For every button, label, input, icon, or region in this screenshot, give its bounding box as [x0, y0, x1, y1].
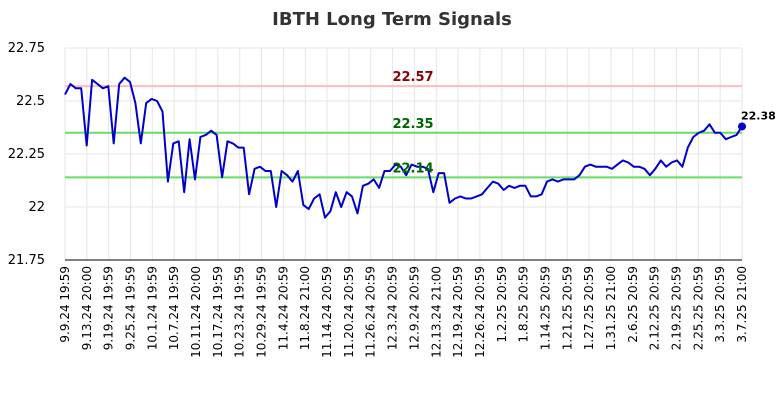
x-tick-label: 12.26.24 20:59: [473, 266, 487, 358]
x-tick-label: 11.20.24 20:59: [342, 266, 356, 358]
y-tick-label: 21.75: [8, 253, 45, 268]
x-tick-label: 10.23.24 19:59: [233, 266, 247, 358]
y-tick-label: 22.25: [8, 147, 45, 162]
signal-label: 22.35: [392, 117, 433, 132]
chart-title: IBTH Long Term Signals: [272, 9, 512, 30]
x-tick-label: 2.6.25 20:59: [626, 266, 640, 343]
x-tick-label: 10.1.24 19:59: [145, 266, 159, 350]
x-tick-label: 12.19.24 20:59: [451, 266, 465, 358]
x-tick-label: 1.21.25 20:59: [560, 266, 574, 350]
x-tick-label: 10.7.24 19:59: [167, 266, 181, 350]
x-tick-label: 2.12.25 20:59: [648, 266, 662, 350]
signal-label: 22.14: [392, 161, 433, 176]
x-tick-label: 12.9.24 20:59: [407, 266, 421, 350]
grid-lines: [64, 47, 743, 261]
x-tick-label: 11.26.24 20:59: [364, 266, 378, 358]
y-tick-label: 22: [28, 200, 45, 215]
x-tick-label: 9.25.24 19:59: [124, 266, 138, 350]
signal-labels: 22.57 22.35 22.14 22.38: [392, 70, 775, 176]
y-tick-label: 22.5: [16, 94, 45, 109]
x-tick-label: 1.31.25 21:00: [604, 266, 618, 350]
series-line: [64, 76, 743, 219]
x-tick-label: 12.13.24 21:00: [429, 266, 443, 358]
x-tick-label: 11.4.24 20:59: [276, 266, 290, 350]
x-tick-label: 1.2.25 20:59: [495, 266, 509, 343]
x-tick-label: 12.3.24 20:59: [386, 266, 400, 350]
x-tick-label: 3.3.25 20:59: [713, 266, 727, 343]
x-tick-label: 11.14.24 20:59: [320, 266, 334, 358]
x-tick-label: 9.13.24 20:00: [80, 266, 94, 350]
series-layer: [64, 76, 746, 219]
signal-lines: [65, 85, 742, 179]
y-tick-labels: 21.75 22 22.25 22.5 22.75: [8, 41, 45, 268]
x-tick-label: 9.9.24 19:59: [58, 266, 72, 343]
x-tick-label: 10.29.24 19:59: [255, 266, 269, 358]
signal-label: 22.57: [392, 70, 433, 85]
x-tick-label: 1.14.25 20:59: [538, 266, 552, 350]
last-value-label: 22.38: [741, 109, 776, 122]
x-tick-label: 2.19.25 20:59: [669, 266, 683, 350]
x-tick-label: 2.25.25 20:59: [691, 266, 705, 350]
x-tick-label: 11.8.24 21:00: [298, 266, 312, 350]
x-tick-label: 10.11.24 20:00: [189, 266, 203, 358]
x-tick-label: 10.17.24 19:59: [211, 266, 225, 358]
x-tick-label: 1.8.25 20:59: [517, 266, 531, 343]
last-point-marker: [738, 122, 746, 131]
x-tick-label: 3.7.25 21:00: [735, 266, 749, 343]
x-tick-label: 1.27.25 20:59: [582, 266, 596, 350]
x-tick-labels: 9.9.24 19:59 9.13.24 20:00 9.19.24 19:59 9.…: [58, 266, 749, 358]
x-tick-label: 9.19.24 19:59: [102, 266, 116, 350]
y-tick-label: 22.75: [8, 41, 45, 56]
